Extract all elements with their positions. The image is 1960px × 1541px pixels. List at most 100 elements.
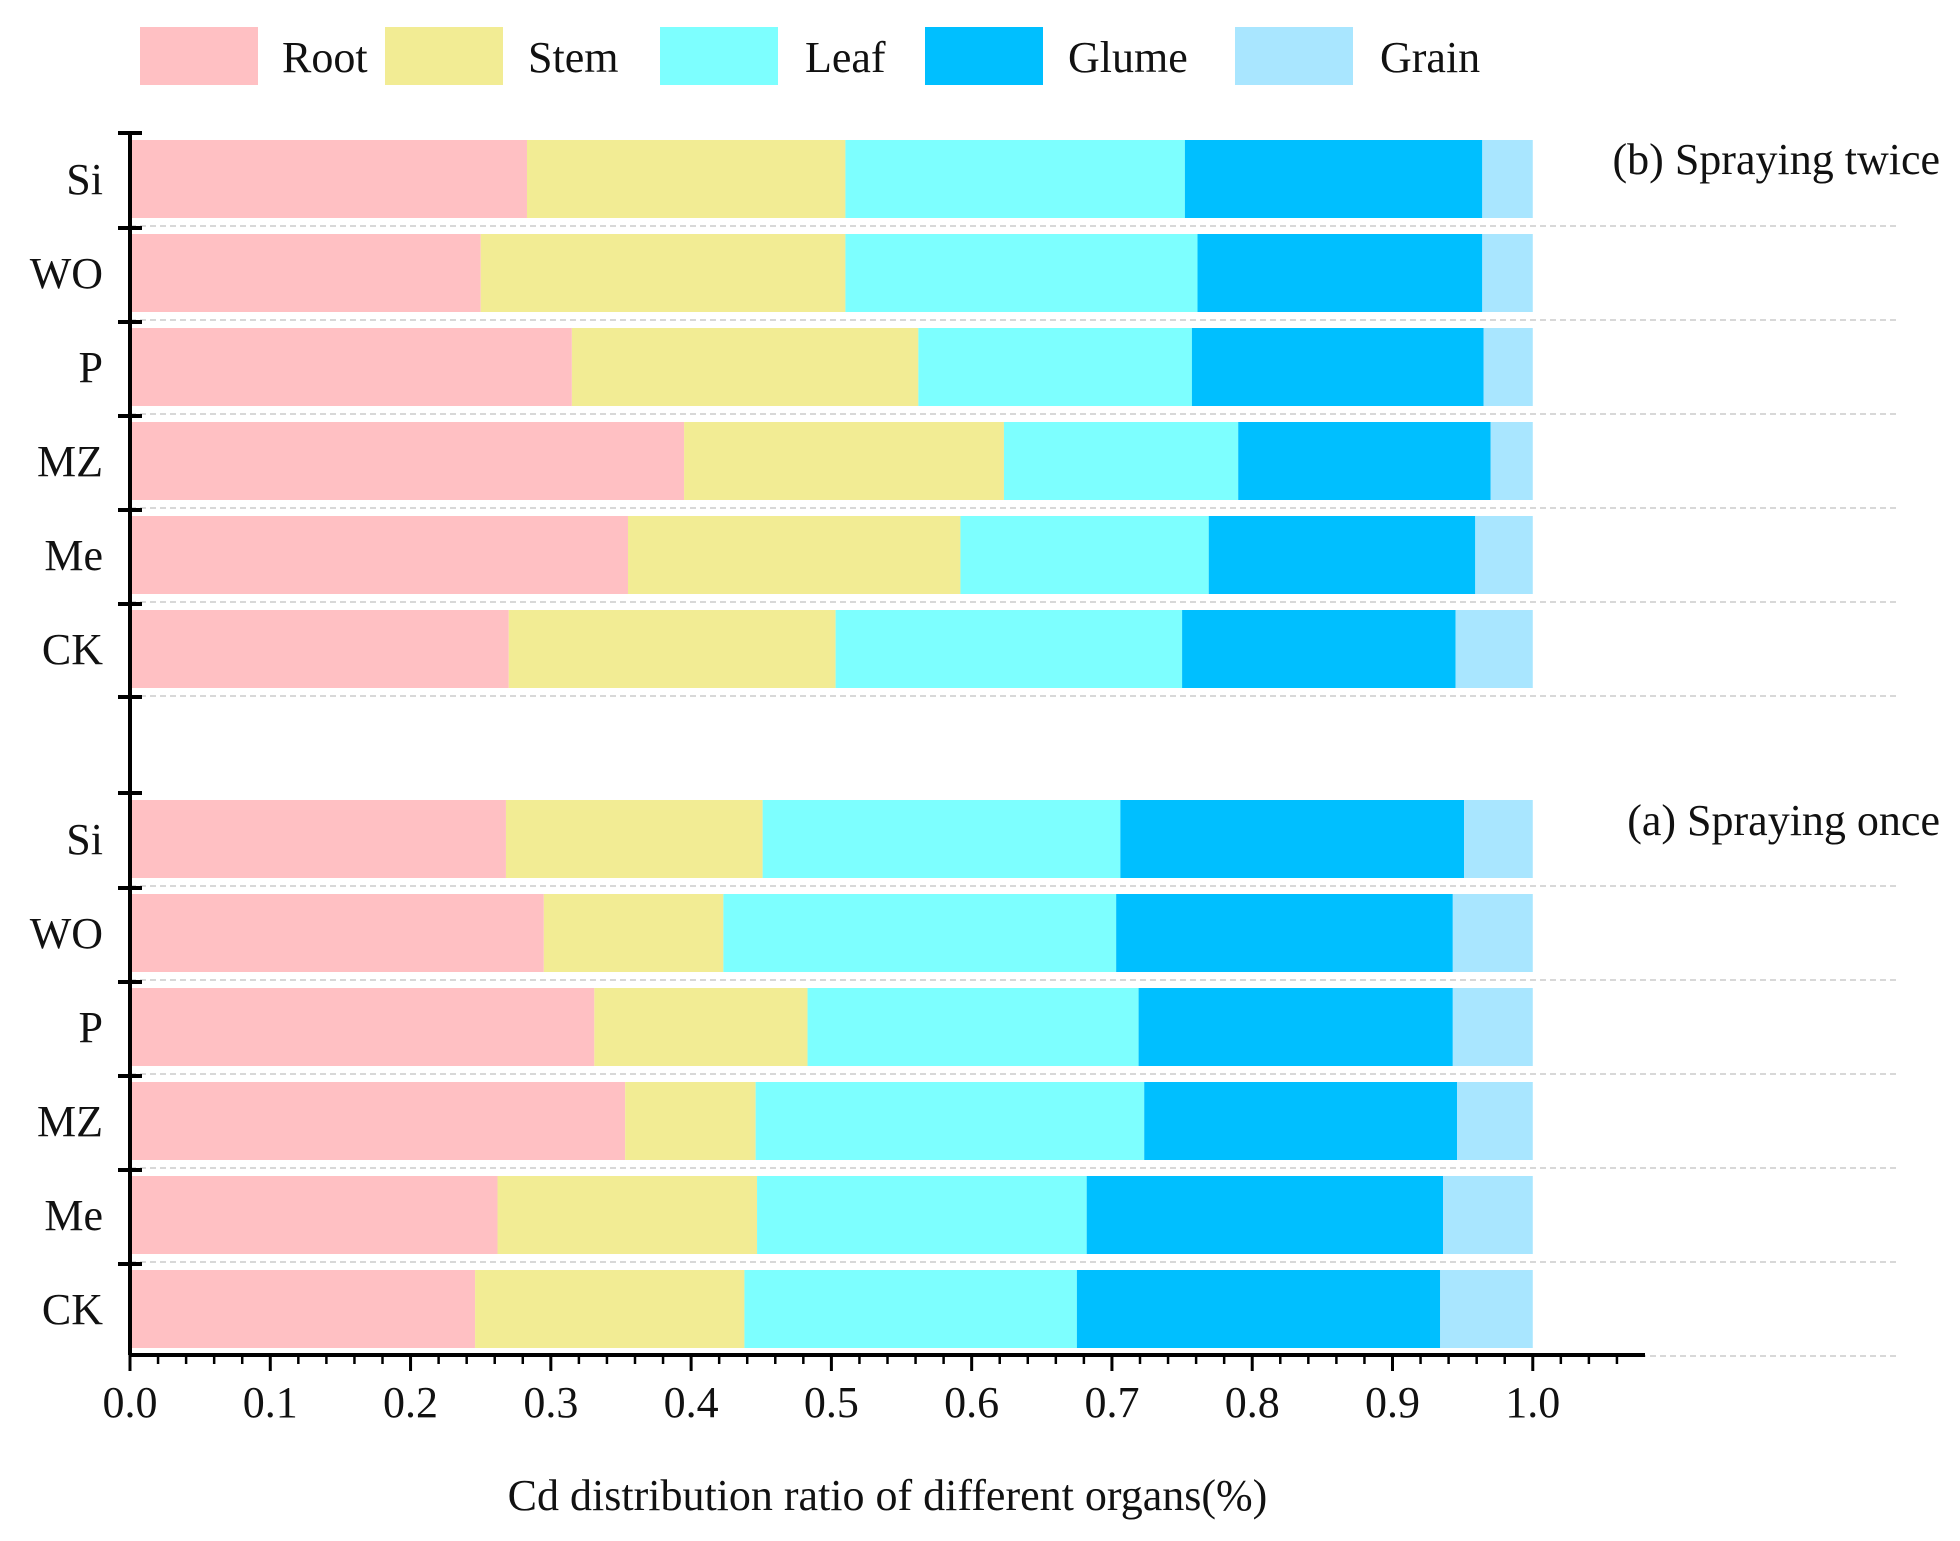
bar-twice-mz-grain: [1490, 422, 1533, 500]
bar-twice-p-stem: [571, 328, 919, 406]
category-label-si: Si: [66, 815, 103, 864]
category-label-ck: CK: [42, 1285, 103, 1334]
bar-once-ck-grain: [1440, 1270, 1533, 1348]
bar-twice-me-grain: [1475, 516, 1533, 594]
bar-twice-wo-root: [130, 234, 481, 312]
bar-twice-mz-root: [130, 422, 685, 500]
bar-twice-wo-stem: [480, 234, 846, 312]
bar-once-me-root: [130, 1176, 498, 1254]
bar-once-me-grain: [1443, 1176, 1533, 1254]
bars: [130, 140, 1533, 1348]
legend-swatch-leaf: [660, 27, 778, 85]
bar-once-wo-root: [130, 894, 544, 972]
legend-label-grain: Grain: [1380, 33, 1480, 82]
bar-twice-me-root: [130, 516, 628, 594]
bar-once-si-leaf: [762, 800, 1121, 878]
bar-once-ck-glume: [1076, 1270, 1441, 1348]
labels: Si WO P MZ Me CK (b) Spraying twice Si WO P MZ Me CK…: [30, 135, 1940, 1520]
bar-twice-si-root: [130, 140, 527, 218]
axes: [118, 131, 1645, 1371]
bar-twice-si-glume: [1184, 140, 1483, 218]
legend: Root Stem Leaf Glume Grain: [140, 27, 1480, 85]
bar-once-mz-leaf: [755, 1082, 1145, 1160]
bar-once-me-stem: [497, 1176, 758, 1254]
bar-once-wo-stem: [543, 894, 724, 972]
bar-twice-ck-glume: [1182, 610, 1456, 688]
bar-twice-mz-stem: [684, 422, 1004, 500]
bar-once-mz-root: [130, 1082, 626, 1160]
category-label-mz: MZ: [37, 437, 103, 486]
bar-twice-me-leaf: [960, 516, 1209, 594]
bar-once-me-glume: [1086, 1176, 1443, 1254]
x-tick-label: 0.7: [1084, 1378, 1139, 1427]
bar-once-mz-glume: [1144, 1082, 1458, 1160]
x-tick-label: 0.8: [1225, 1378, 1280, 1427]
bar-once-me-leaf: [757, 1176, 1087, 1254]
legend-label-glume: Glume: [1068, 33, 1188, 82]
legend-swatch-glume: [925, 27, 1043, 85]
bar-twice-p-grain: [1483, 328, 1533, 406]
category-label-me: Me: [44, 531, 103, 580]
category-label-mz: MZ: [37, 1097, 103, 1146]
bar-twice-p-root: [130, 328, 572, 406]
bar-twice-si-stem: [526, 140, 846, 218]
panel-title-twice: (b) Spraying twice: [1613, 135, 1940, 184]
x-tick-label: 0.5: [804, 1378, 859, 1427]
bar-twice-ck-leaf: [835, 610, 1183, 688]
legend-label-stem: Stem: [528, 33, 618, 82]
legend-swatch-stem: [385, 27, 503, 85]
bar-once-ck-root: [130, 1270, 476, 1348]
bar-twice-me-glume: [1208, 516, 1476, 594]
bar-twice-ck-root: [130, 610, 509, 688]
x-tick-label: 0.9: [1365, 1378, 1420, 1427]
bar-once-mz-stem: [625, 1082, 756, 1160]
bar-once-si-root: [130, 800, 506, 878]
bar-twice-me-stem: [627, 516, 961, 594]
category-label-wo: WO: [30, 249, 103, 298]
x-tick-label: 0.1: [243, 1378, 298, 1427]
bar-once-p-glume: [1138, 988, 1453, 1066]
bar-twice-si-leaf: [845, 140, 1185, 218]
x-tick-label: 0.6: [944, 1378, 999, 1427]
category-label-me: Me: [44, 1191, 103, 1240]
x-tick-label: 0.3: [523, 1378, 578, 1427]
bar-once-si-stem: [505, 800, 763, 878]
bar-once-p-leaf: [807, 988, 1139, 1066]
bar-twice-si-grain: [1482, 140, 1533, 218]
bar-twice-wo-grain: [1482, 234, 1533, 312]
bar-once-ck-leaf: [744, 1270, 1077, 1348]
bar-once-p-root: [130, 988, 595, 1066]
bar-once-p-stem: [594, 988, 808, 1066]
bar-once-ck-stem: [475, 1270, 745, 1348]
bar-twice-ck-grain: [1455, 610, 1533, 688]
bar-once-wo-grain: [1452, 894, 1533, 972]
category-label-wo: WO: [30, 909, 103, 958]
x-tick-label: 0.0: [103, 1378, 158, 1427]
x-tick-label: 0.4: [664, 1378, 719, 1427]
legend-label-leaf: Leaf: [805, 33, 886, 82]
bar-once-mz-grain: [1457, 1082, 1533, 1160]
bar-twice-wo-leaf: [845, 234, 1198, 312]
bar-once-wo-leaf: [723, 894, 1117, 972]
x-tick-label: 0.2: [383, 1378, 438, 1427]
bar-once-si-grain: [1464, 800, 1533, 878]
bar-once-si-glume: [1120, 800, 1465, 878]
panel-title-once: (a) Spraying once: [1627, 796, 1940, 845]
category-label-ck: CK: [42, 625, 103, 674]
bar-once-wo-glume: [1116, 894, 1453, 972]
bar-twice-mz-leaf: [1003, 422, 1239, 500]
bar-twice-ck-stem: [508, 610, 836, 688]
bar-twice-p-leaf: [918, 328, 1192, 406]
bar-twice-p-glume: [1191, 328, 1484, 406]
category-label-p: P: [79, 343, 103, 392]
bar-once-p-grain: [1452, 988, 1533, 1066]
x-axis-title: Cd distribution ratio of different organ…: [508, 1471, 1268, 1520]
legend-swatch-root: [140, 27, 258, 85]
bar-twice-wo-glume: [1197, 234, 1483, 312]
category-label-p: P: [79, 1003, 103, 1052]
legend-label-root: Root: [282, 33, 368, 82]
legend-swatch-grain: [1235, 27, 1353, 85]
category-label-si: Si: [66, 155, 103, 204]
